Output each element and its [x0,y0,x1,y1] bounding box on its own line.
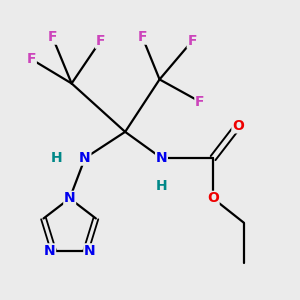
Text: F: F [27,52,36,66]
Text: F: F [95,34,105,48]
Text: N: N [44,244,56,258]
Text: N: N [64,191,76,206]
Text: F: F [195,94,205,109]
Text: N: N [84,244,95,258]
Text: F: F [48,30,57,44]
Text: N: N [79,151,91,165]
Text: F: F [138,30,147,44]
Text: H: H [50,151,62,165]
Text: O: O [207,191,219,206]
Text: N: N [156,151,167,165]
Text: H: H [156,179,167,193]
Text: F: F [187,34,197,48]
Text: O: O [232,119,244,133]
